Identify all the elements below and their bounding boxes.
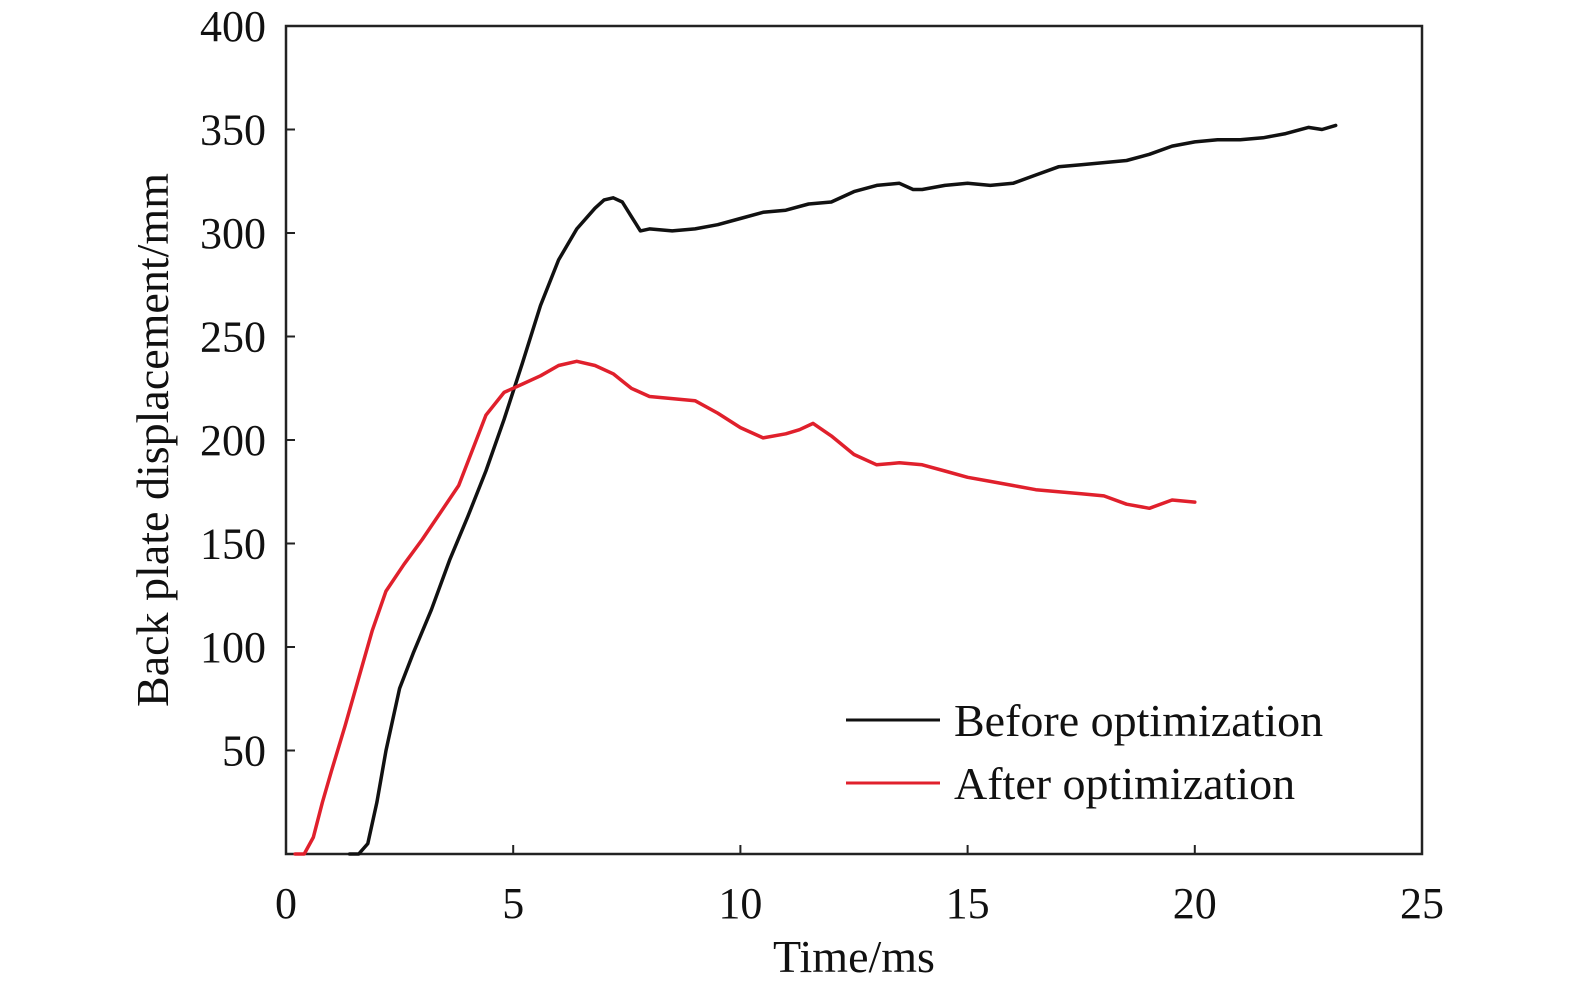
y-tick-label-4: 250 xyxy=(200,313,266,362)
y-tick-label-1: 100 xyxy=(200,623,266,672)
legend: Before optimization After optimization xyxy=(846,695,1323,809)
x-axis: 0 5 10 15 20 25 xyxy=(275,845,1444,928)
legend-label-after-optimization: After optimization xyxy=(954,758,1295,809)
series-line-before-optimization xyxy=(347,123,1338,856)
x-tick-label-4: 20 xyxy=(1173,879,1217,928)
x-tick-label-3: 15 xyxy=(946,879,990,928)
legend-label-before-optimization: Before optimization xyxy=(954,695,1323,746)
y-tick-label-5: 300 xyxy=(200,209,266,258)
y-tick-label-0: 50 xyxy=(222,727,266,776)
y-axis: 50 100 150 200 250 300 350 400 xyxy=(200,2,295,776)
y-tick-label-6: 350 xyxy=(200,106,266,155)
x-tick-label-1: 5 xyxy=(502,879,524,928)
y-tick-label-7: 400 xyxy=(200,2,266,51)
series-line-after-optimization xyxy=(293,359,1197,856)
y-tick-label-3: 200 xyxy=(200,416,266,465)
x-tick-label-2: 10 xyxy=(718,879,762,928)
x-axis-title: Time/ms xyxy=(773,931,935,982)
x-tick-label-5: 25 xyxy=(1400,879,1444,928)
series-layer xyxy=(293,123,1338,856)
y-tick-label-2: 150 xyxy=(200,520,266,569)
y-axis-title: Back plate displacement/mm xyxy=(127,173,178,707)
x-tick-label-0: 0 xyxy=(275,879,297,928)
